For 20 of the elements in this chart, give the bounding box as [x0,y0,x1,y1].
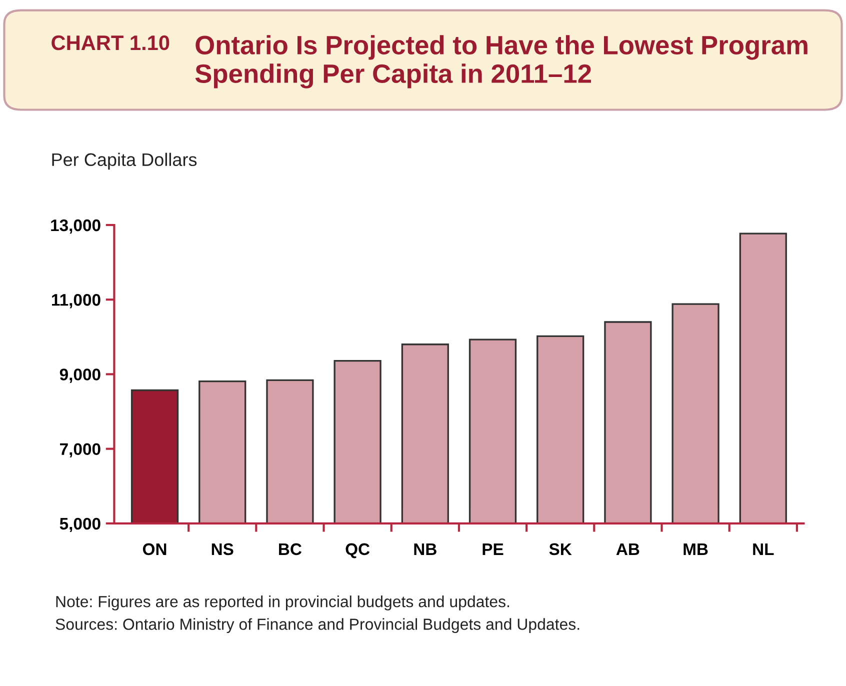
chart-title: CHART 1.10 [52,35,170,50]
x-tick-label: PE [482,543,504,555]
y-axis-title: Per Capita Dollars [52,152,197,170]
y-tick-label: 9,000 [60,368,100,383]
x-tick-label: QC [346,543,370,558]
y-tick-label: 13,000 [51,219,100,234]
x-tick-label: AB [616,543,640,555]
x-tick-label: SK [549,543,572,556]
y-tick-label: 11,000 [52,294,100,308]
x-tick-label: NS [212,543,234,556]
x-tick-label: ON [142,543,166,556]
source-note: Sources: Ontario Ministry of Finance and Provincial Budgets and Updates. [56,618,580,634]
x-tick-label: NB [414,543,436,555]
x-tick-label: NL [753,543,774,555]
x-tick-label: BC [279,543,302,556]
text: Note: Figures are as reported in provincial budgets and updates. [56,596,510,610]
chart-subtitle: Ontario Is Projected to Have the Lowest Program Spending Per Capita in 2011–12 [195,35,808,88]
x-tick-label: MB [684,543,708,555]
y-tick-label: 7,000 [60,443,100,458]
y-tick-label: 5,000 [60,518,100,532]
